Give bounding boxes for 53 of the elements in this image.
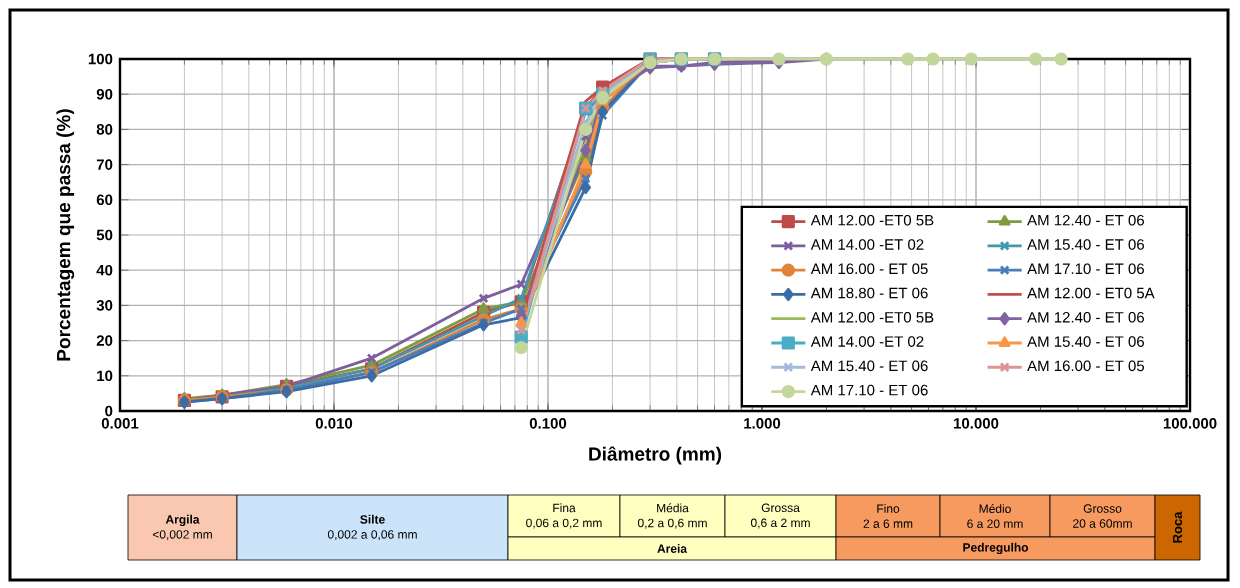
legend-label: AM 15.40 - ET 06 <box>810 360 928 372</box>
text: Média <box>657 503 689 513</box>
text: 2 a 6 mm <box>863 519 913 528</box>
y-tick-label: 40 <box>96 264 113 276</box>
text: 6 a 20 mm <box>967 519 1023 528</box>
legend-label: AM 14.00 -ET 02 <box>810 336 924 347</box>
y-tick-label: 70 <box>96 159 113 170</box>
legend-label: AM 17.10 - ET 06 <box>1027 263 1144 275</box>
y-tick-label: 0 <box>105 405 113 417</box>
y-axis-title: Porcentagem que passa (%) <box>56 109 75 361</box>
x-tick-label: 10.000 <box>954 418 999 429</box>
y-tick-label: 30 <box>96 300 113 311</box>
text: <0,002 mm <box>152 530 212 541</box>
y-tick-label: 50 <box>96 229 113 241</box>
text: 20 a 60mm <box>1073 519 1132 528</box>
legend-label: AM 16.00 - ET 05 <box>1027 360 1145 372</box>
legend-label: AM 12.40 - ET 06 <box>1027 214 1144 226</box>
x-tick-label: 0.001 <box>101 418 139 429</box>
x-tick-label: 0.100 <box>529 418 567 429</box>
y-tick-label: 10 <box>97 370 113 382</box>
text: 0,06 a 0,2 mm <box>526 518 602 529</box>
text: Fina <box>553 503 576 513</box>
x-tick-label: 0.010 <box>315 418 353 429</box>
text: Grosso <box>1083 504 1122 513</box>
text: Silte <box>360 514 385 524</box>
legend-label: AM 15.40 - ET 06 <box>1027 336 1144 347</box>
x-tick-label: 100.000 <box>1163 418 1217 429</box>
text: Grossa <box>761 503 800 513</box>
legend-label: AM 12.40 - ET 06 <box>1027 311 1144 323</box>
legend-label: AM 12.00 -ET0 5B <box>810 214 934 226</box>
y-tick-label: 60 <box>96 194 113 206</box>
x-tick-label: 1.000 <box>744 418 781 429</box>
text: Roca <box>1172 511 1183 543</box>
text: Argila <box>165 514 200 527</box>
text: Fino <box>877 504 900 513</box>
y-tick-label: 100 <box>88 53 113 65</box>
text: 0,002 a 0,06 mm <box>327 530 417 541</box>
x-axis-title: Diâmetro (mm) <box>589 446 722 465</box>
text: 0,2 a 0,6 mm <box>637 518 707 529</box>
legend-label: AM 14.00 -ET 02 <box>810 239 924 250</box>
legend-label: AM 16.00 - ET 05 <box>810 263 928 275</box>
y-tick-label: 90 <box>96 88 113 100</box>
y-tick-label: 20 <box>96 335 113 346</box>
legend-label: AM 18.80 - ET 06 <box>810 287 928 299</box>
legend-label: AM 12.00 - ET0 5A <box>1027 287 1155 299</box>
text: 0,6 a 2 mm <box>750 518 810 529</box>
legend-label: AM 15.40 - ET 06 <box>1027 239 1144 250</box>
text: Médio <box>979 504 1011 513</box>
y-tick-label: 80 <box>96 124 113 135</box>
legend-label: AM 17.10 - ET 06 <box>810 384 928 396</box>
text: Areia <box>657 544 688 553</box>
text: Pedregulho <box>963 542 1029 555</box>
legend-label: AM 12.00 -ET0 5B <box>810 311 934 323</box>
